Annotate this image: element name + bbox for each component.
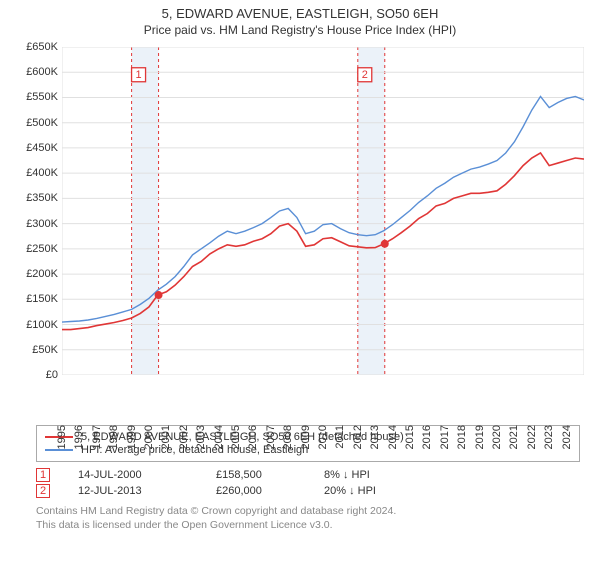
y-tick-label: £550K: [26, 91, 58, 103]
y-tick-label: £350K: [26, 192, 58, 204]
x-tick-label: 2010: [317, 425, 329, 449]
x-tick-label: 2012: [352, 425, 364, 449]
x-tick-label: 2022: [526, 425, 538, 449]
chart-frame: 5, EDWARD AVENUE, EASTLEIGH, SO50 6EH Pr…: [0, 6, 600, 566]
x-tick-label: 2009: [300, 425, 312, 449]
x-tick-label: 2000: [143, 425, 155, 449]
y-tick-label: £200K: [26, 268, 58, 280]
plot-area: 12: [62, 47, 584, 375]
x-tick-label: 2021: [508, 425, 520, 449]
x-tick-label: 2023: [543, 425, 555, 449]
x-tick-label: 2018: [456, 425, 468, 449]
y-tick-label: £100K: [26, 319, 58, 331]
transaction-marker-icon: 1: [36, 468, 50, 482]
x-tick-label: 2013: [369, 425, 381, 449]
x-tick-label: 2004: [213, 425, 225, 449]
footer-line2: This data is licensed under the Open Gov…: [36, 518, 580, 532]
x-tick-label: 2015: [404, 425, 416, 449]
x-tick-label: 2003: [195, 425, 207, 449]
y-tick-label: £650K: [26, 41, 58, 53]
x-tick-label: 2024: [561, 425, 573, 449]
x-tick-label: 1996: [73, 425, 85, 449]
x-tick-label: 2019: [474, 425, 486, 449]
x-tick-label: 1995: [56, 425, 68, 449]
x-tick-label: 2011: [334, 425, 346, 449]
x-tick-label: 2014: [387, 425, 399, 449]
x-tick-label: 1998: [108, 425, 120, 449]
x-tick-label: 2017: [439, 425, 451, 449]
page-subtitle: Price paid vs. HM Land Registry's House …: [0, 23, 600, 37]
transaction-price: £158,500: [216, 469, 296, 481]
x-tick-label: 2002: [178, 425, 190, 449]
x-tick-label: 2008: [282, 425, 294, 449]
y-tick-label: £600K: [26, 66, 58, 78]
footer-attribution: Contains HM Land Registry data © Crown c…: [36, 504, 580, 532]
x-tick-label: 2007: [265, 425, 277, 449]
y-tick-label: £450K: [26, 142, 58, 154]
x-tick-label: 2006: [247, 425, 259, 449]
y-tick-label: £500K: [26, 117, 58, 129]
transaction-delta: 20% ↓ HPI: [324, 485, 376, 497]
transaction-row: 1 14-JUL-2000 £158,500 8% ↓ HPI: [36, 468, 580, 482]
chart-area: 12 £0£50K£100K£150K£200K£250K£300K£350K£…: [10, 41, 590, 421]
y-tick-label: £300K: [26, 218, 58, 230]
page-title: 5, EDWARD AVENUE, EASTLEIGH, SO50 6EH: [0, 6, 600, 21]
transaction-price: £260,000: [216, 485, 296, 497]
marker-dot-1: [155, 291, 163, 299]
x-tick-label: 1999: [126, 425, 138, 449]
y-tick-label: £150K: [26, 293, 58, 305]
x-tick-label: 1997: [91, 425, 103, 449]
x-tick-label: 2005: [230, 425, 242, 449]
transactions-table: 1 14-JUL-2000 £158,500 8% ↓ HPI 2 12-JUL…: [36, 468, 580, 498]
y-tick-label: £400K: [26, 167, 58, 179]
y-tick-label: £0: [46, 369, 58, 381]
marker-dot-2: [381, 240, 389, 248]
transaction-date: 14-JUL-2000: [78, 469, 188, 481]
y-tick-label: £50K: [32, 344, 58, 356]
marker-label-2: 2: [362, 69, 368, 81]
transaction-marker-icon: 2: [36, 484, 50, 498]
transaction-date: 12-JUL-2013: [78, 485, 188, 497]
footer-line1: Contains HM Land Registry data © Crown c…: [36, 504, 580, 518]
transaction-row: 2 12-JUL-2013 £260,000 20% ↓ HPI: [36, 484, 580, 498]
x-tick-label: 2020: [491, 425, 503, 449]
x-tick-label: 2001: [160, 425, 172, 449]
x-tick-label: 2016: [421, 425, 433, 449]
transaction-delta: 8% ↓ HPI: [324, 469, 370, 481]
y-tick-label: £250K: [26, 243, 58, 255]
marker-label-1: 1: [135, 69, 141, 81]
